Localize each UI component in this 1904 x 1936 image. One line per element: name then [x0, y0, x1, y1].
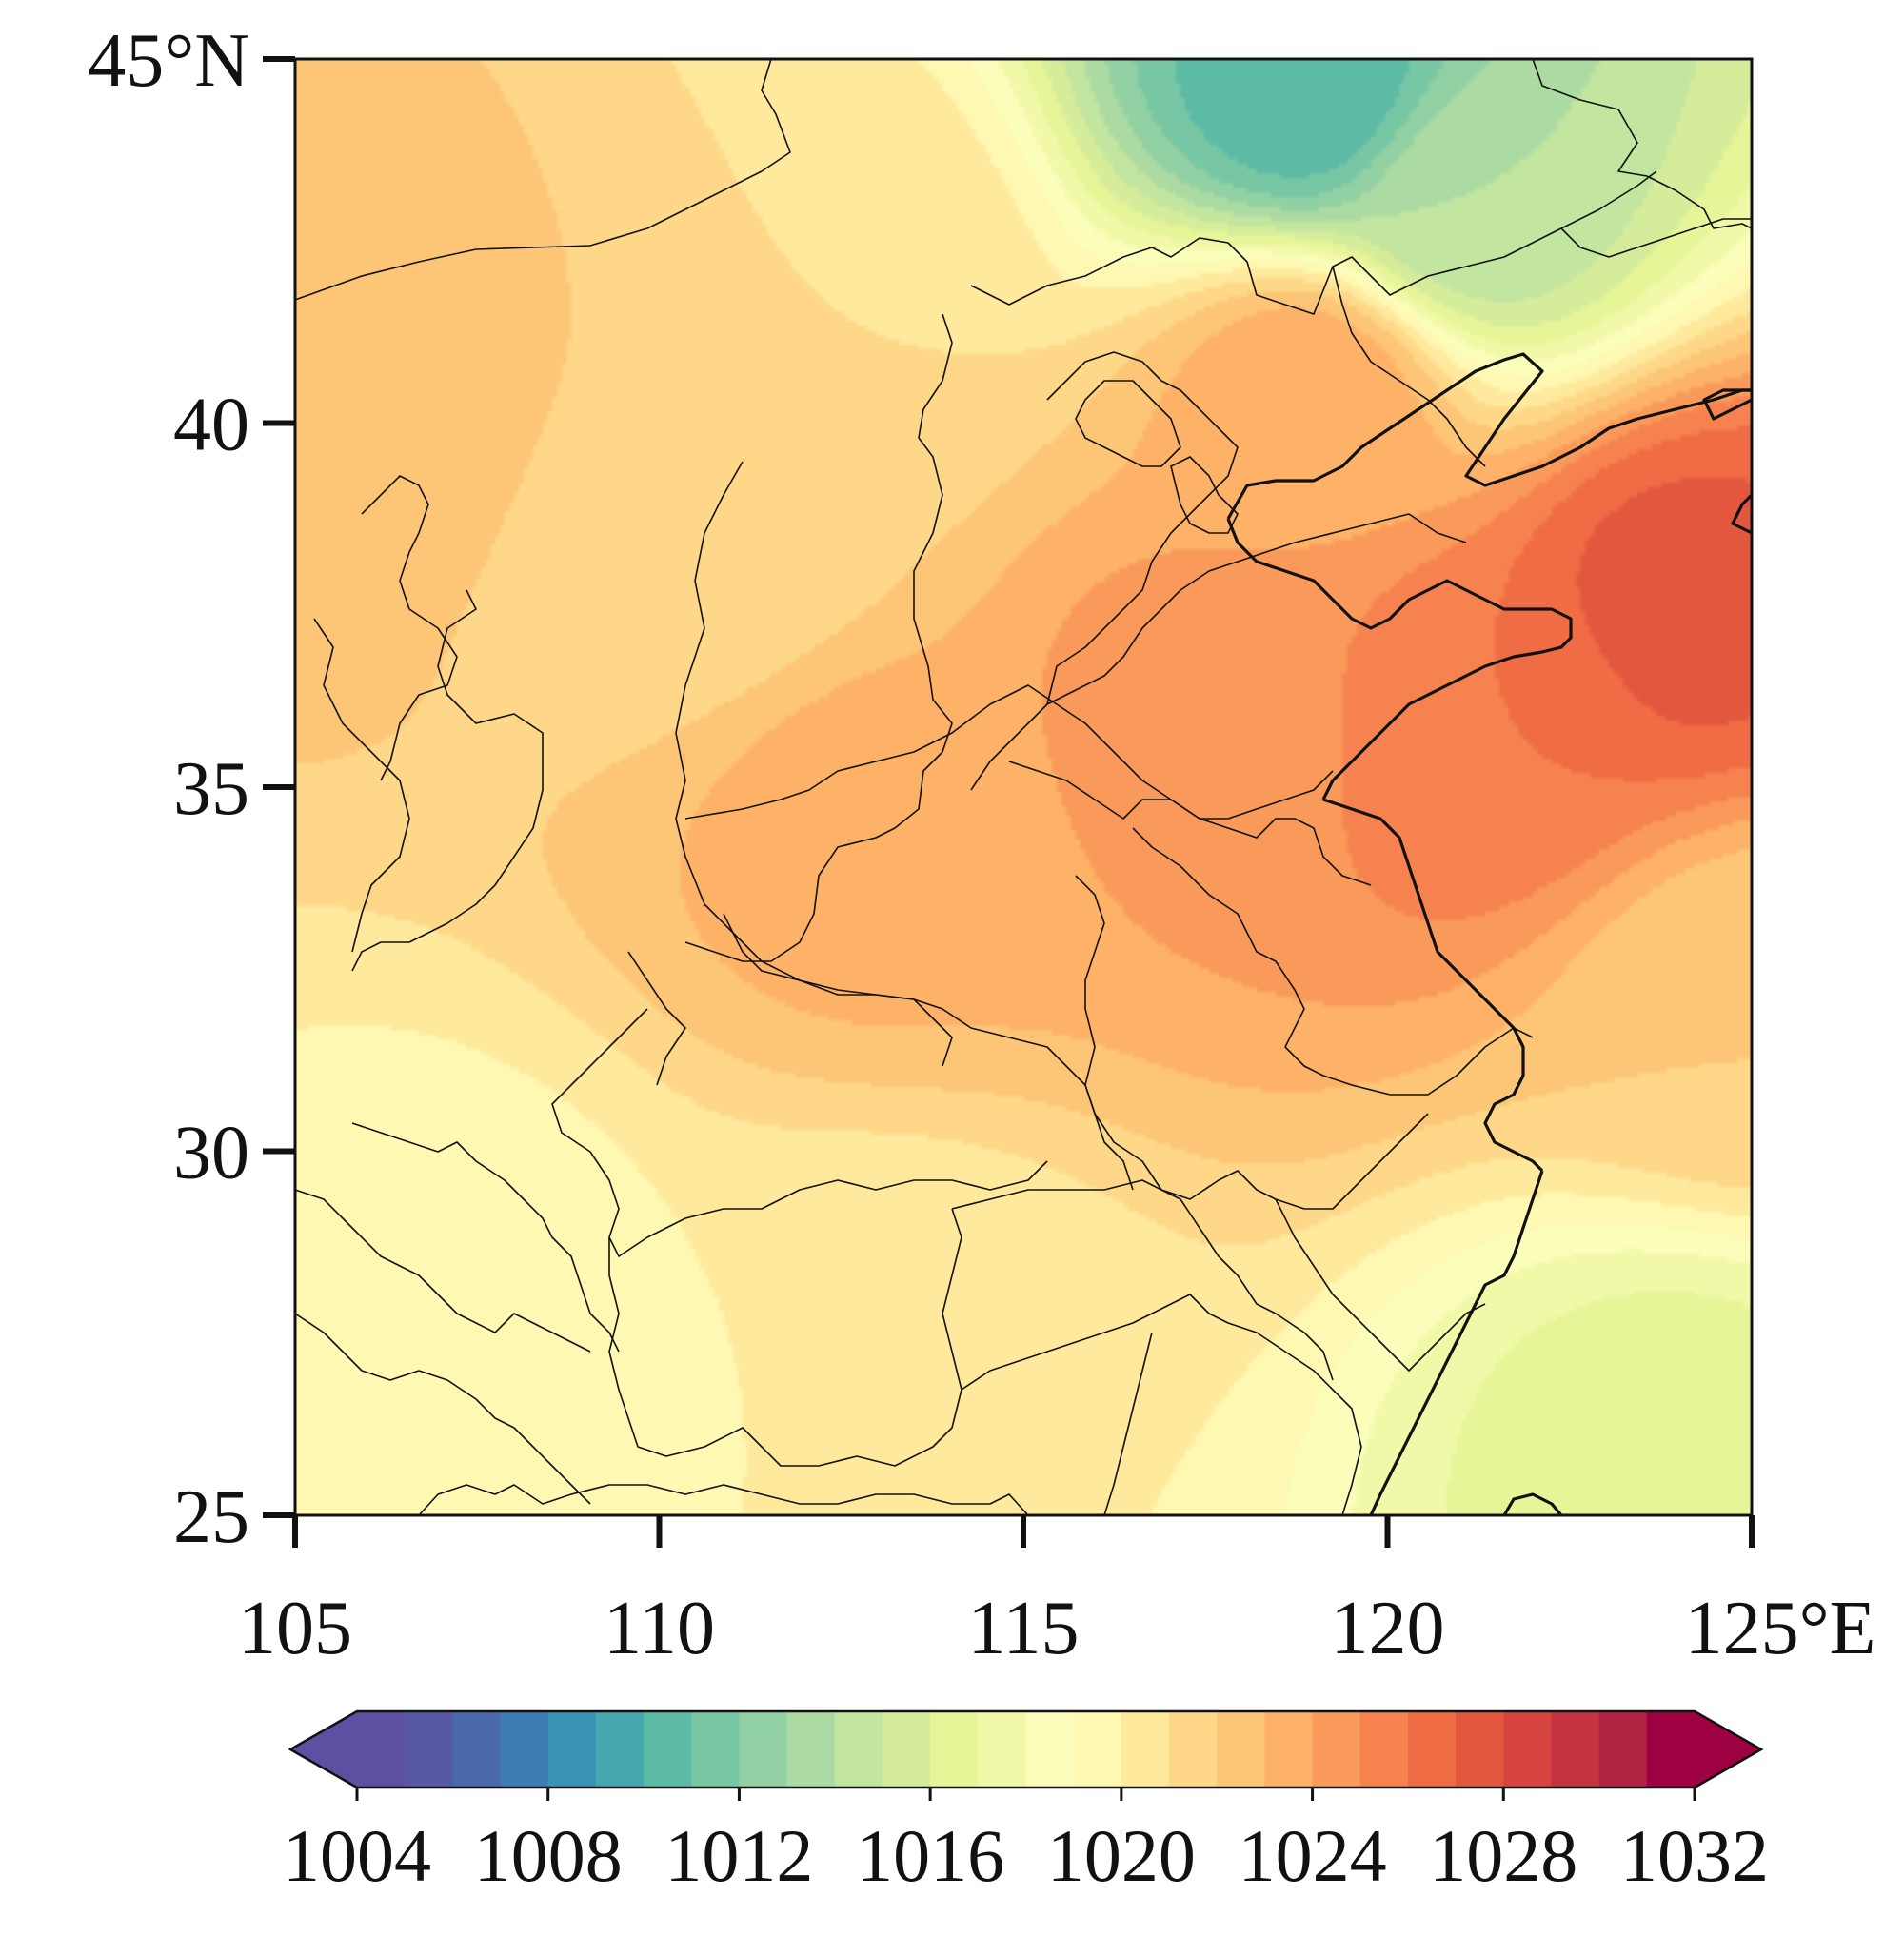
coastline-bohai	[1226, 352, 1752, 520]
colorbar-segment	[357, 1711, 406, 1788]
province-border-hubei	[551, 1008, 1048, 1257]
province-border-henan-south	[723, 913, 1134, 1191]
province-border-zhejiang	[1275, 1198, 1486, 1372]
colorbar-tick-label: 1004	[283, 1814, 431, 1897]
colorbar-segment	[1312, 1711, 1361, 1788]
colorbar-segment	[930, 1711, 979, 1788]
province-border-guangxi	[418, 1484, 1029, 1515]
province-border-jiangxi-east	[1103, 1332, 1153, 1515]
colorbar-segment	[882, 1711, 931, 1788]
x-tick-label: 105	[238, 1587, 352, 1670]
province-border-inner-mongolia-south	[970, 170, 1657, 315]
province-border-shandong-south	[1008, 761, 1334, 820]
colorbar-segment	[1121, 1711, 1170, 1788]
colorbar-segment	[1646, 1711, 1696, 1788]
colorbar-tick-label: 1016	[856, 1814, 1004, 1897]
x-tick-label: 110	[604, 1587, 715, 1670]
colorbar-segment	[1359, 1711, 1409, 1788]
boundaries	[295, 59, 1752, 1515]
colorbar-segment	[1598, 1711, 1648, 1788]
coastline-korea	[1702, 388, 1752, 421]
colorbar-tick-label: 1024	[1239, 1814, 1387, 1897]
colorbar-segment	[1169, 1711, 1218, 1788]
colorbar-tick-label: 1028	[1429, 1814, 1577, 1897]
y-tick-label: 30	[173, 1112, 249, 1195]
y-tick-label: 45°N	[88, 19, 249, 103]
colorbar-segment	[1551, 1711, 1600, 1788]
x-tick-label: 120	[1331, 1587, 1445, 1670]
colorbar-segment	[500, 1711, 549, 1788]
colorbar-segment	[691, 1711, 741, 1788]
pressure-field	[295, 59, 1752, 1515]
province-border-anhui	[1075, 875, 1429, 1210]
colorbar-segment	[1407, 1711, 1457, 1788]
province-border-shanxi	[684, 313, 953, 962]
province-border-tianjin	[1170, 456, 1239, 534]
province-border-liaoning	[1332, 266, 1486, 467]
y-tick-label: 25	[173, 1475, 249, 1559]
y-tick-label: 40	[173, 384, 249, 467]
colorbar-segment	[595, 1711, 645, 1788]
colorbar-segment	[547, 1711, 597, 1788]
province-border-hunan	[608, 1208, 962, 1467]
coastline-korea-west	[1731, 493, 1752, 535]
coastline-zhejiang-fujian	[1369, 1170, 1544, 1515]
coastline-taiwan	[1502, 1492, 1563, 1515]
colorbar-segment	[405, 1711, 453, 1788]
province-border-hubei-west	[627, 951, 686, 1086]
province-border-guizhou	[295, 1313, 591, 1505]
colorbar-segment	[452, 1711, 502, 1788]
province-border-sichuan-east	[295, 1189, 591, 1353]
province-border-beijing	[1075, 380, 1181, 467]
colorbar-segment	[1456, 1711, 1504, 1788]
colorbar-segment	[834, 1711, 883, 1788]
province-border-jilin	[1560, 218, 1752, 258]
province-border-jiangxi	[951, 1179, 1334, 1381]
national-border-east	[1532, 59, 1752, 229]
national-border	[295, 59, 791, 301]
coastline-liaodong-shandong	[1226, 518, 1573, 800]
province-border-chongqing	[351, 1122, 620, 1353]
colorbar-segment	[1217, 1711, 1265, 1788]
province-border-jiangxi-south	[961, 1294, 1191, 1391]
colorbar-tick-label: 1012	[664, 1814, 813, 1897]
colorbar-extend-min	[290, 1711, 357, 1788]
latitude-axis: 25 30 35 40 45°N	[88, 19, 295, 1559]
colorbar-tick-label: 1020	[1047, 1814, 1196, 1897]
colorbar: 1004 1008 1012 1016 1020 1024 1028 1032	[283, 1709, 1769, 1897]
colorbar-segment	[739, 1711, 788, 1788]
coastline-jiangsu	[1322, 798, 1544, 1173]
colorbar-segment	[786, 1711, 836, 1788]
province-border-shandong	[1046, 513, 1467, 705]
colorbar-segment	[1025, 1711, 1075, 1788]
colorbar-segment	[1264, 1711, 1314, 1788]
colorbar-segment	[644, 1711, 692, 1788]
colorbar-segment	[1073, 1711, 1122, 1788]
colorbar-segment	[1503, 1711, 1553, 1788]
colorbar-segment	[978, 1711, 1027, 1788]
province-border-fujian	[1189, 1294, 1362, 1515]
province-border-jiangsu	[1132, 827, 1534, 1096]
colorbar-extend-max	[1695, 1711, 1761, 1788]
colorbar-tick-label: 1032	[1620, 1814, 1769, 1897]
x-tick-label: 115	[967, 1587, 1079, 1670]
colorbar-tick-label: 1008	[474, 1814, 623, 1897]
longitude-axis: 105 110 115 120 125°E	[238, 1515, 1875, 1670]
province-border-ningxia	[361, 475, 458, 781]
province-border-shaanxi-west	[351, 589, 544, 972]
province-border-gansu	[313, 618, 410, 953]
x-tick-label: 125°E	[1685, 1587, 1876, 1670]
y-tick-label: 35	[173, 747, 249, 831]
province-border-henan	[684, 684, 1372, 886]
